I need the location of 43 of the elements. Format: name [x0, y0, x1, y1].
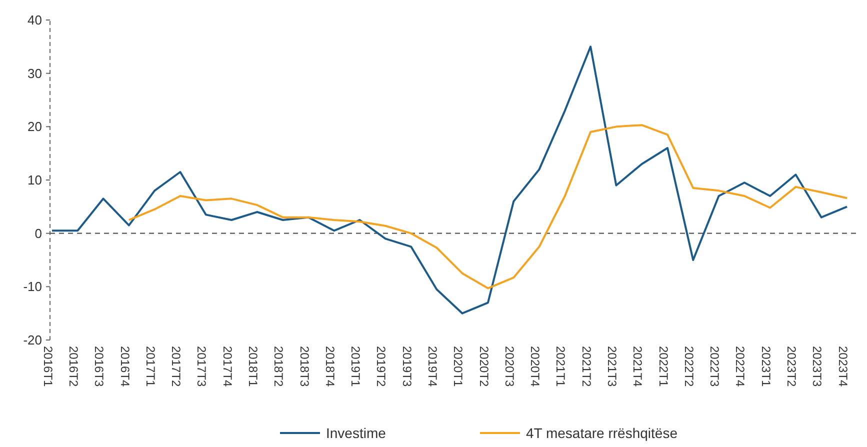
x-tick-label: 2017T1: [143, 346, 158, 388]
line-series: [51, 46, 848, 314]
x-tick-label: 2016T3: [92, 346, 106, 388]
x-tick-label: 2021T2: [579, 346, 594, 388]
x-tick-label: 2022T1: [656, 346, 670, 388]
x-tick-label: 2021T3: [605, 346, 620, 388]
x-tick-label: 2016T2: [66, 346, 80, 388]
line-series: [128, 124, 848, 290]
x-tick-label: 2022T4: [733, 346, 748, 388]
x-tick-label: 2023T1: [758, 346, 773, 388]
x-tick-label: 2020T4: [528, 346, 542, 388]
x-tick-label: 2023T2: [784, 346, 799, 388]
x-tick-label: 2017T2: [169, 346, 184, 388]
x-tick-label: 2018T2: [272, 346, 286, 388]
x-tick-label: 2018T4: [322, 346, 337, 388]
x-tick-label: 2020T2: [476, 346, 491, 388]
y-tick-label: 40: [28, 12, 42, 28]
x-tick-label: 2016T4: [118, 346, 132, 388]
x-tick-label: 2019T1: [348, 346, 363, 388]
x-tick-label: 2021T4: [630, 346, 645, 388]
legend-label: 4T mesatare rrëshqitëse: [526, 424, 678, 441]
x-tick-label: 2017T3: [194, 346, 209, 388]
x-tick-label: 2018T3: [297, 346, 312, 388]
x-tick-label: 2016T1: [40, 346, 55, 388]
x-tick-label: 2020T3: [502, 346, 516, 388]
x-tick-label: 2019T3: [400, 346, 414, 388]
x-tick-label: 2019T2: [374, 346, 388, 388]
x-tick-label: 2019T4: [426, 346, 440, 388]
x-tick-label: 2023T4: [836, 346, 850, 388]
x-tick-label: 2022T3: [708, 346, 722, 388]
x-tick-label: 2023T3: [810, 346, 824, 388]
y-tick-label: -10: [23, 279, 42, 294]
x-tick-label: 2021T1: [554, 346, 568, 388]
y-tick-label: 30: [28, 66, 42, 81]
legend-label: Investime: [326, 424, 386, 441]
y-tick-label: 0: [34, 226, 42, 241]
y-tick-label: 20: [28, 119, 42, 134]
y-tick-label: -20: [23, 332, 42, 348]
x-tick-label: 2022T2: [682, 346, 696, 388]
x-tick-label: 2020T1: [451, 346, 466, 388]
x-tick-label: 2017T4: [220, 346, 234, 388]
x-tick-label: 2018T1: [246, 346, 260, 388]
y-tick-label: 10: [28, 172, 42, 188]
